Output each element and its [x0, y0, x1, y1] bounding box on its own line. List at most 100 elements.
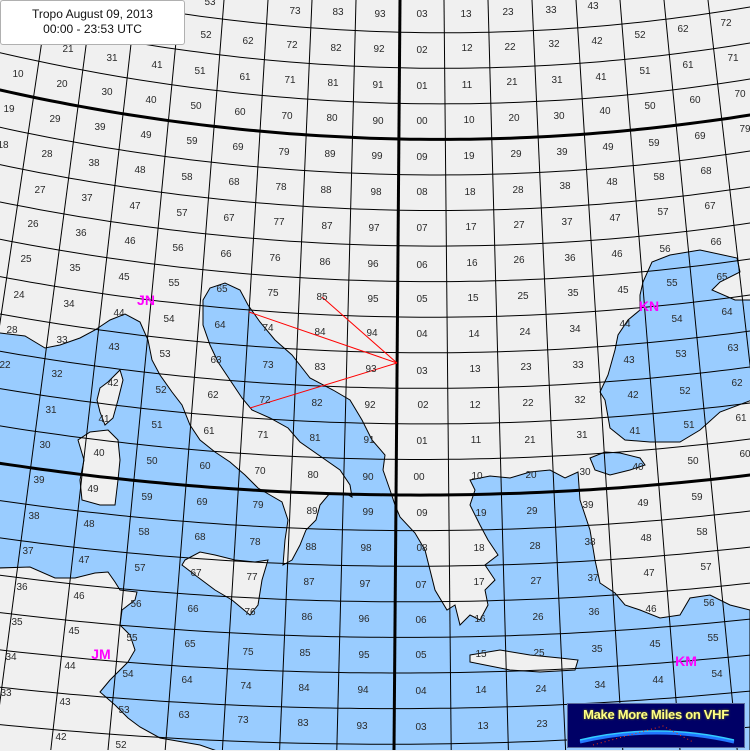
grid-square-label: 60 — [199, 461, 211, 472]
grid-square-label: 31 — [106, 53, 118, 64]
grid-square-label: 16 — [466, 258, 478, 269]
grid-square-label: 10 — [463, 115, 475, 126]
sardinia — [77, 429, 121, 506]
grid-square-label: 13 — [469, 364, 481, 375]
grid-square-label: 57 — [176, 208, 188, 219]
grid-square-label: 34 — [63, 299, 75, 310]
tropo-path-line — [321, 296, 398, 364]
grid-line-longitude — [221, 0, 269, 750]
grid-square-label: 47 — [78, 555, 90, 566]
grid-square-label: 16 — [474, 614, 486, 625]
grid-square-label: 36 — [588, 607, 600, 618]
grid-square-label: 37 — [561, 217, 573, 228]
grid-square-label: 93 — [365, 364, 377, 375]
grid-line-latitude — [0, 612, 750, 638]
grid-square-label: 74 — [240, 681, 252, 692]
grid-square-label: 32 — [548, 39, 560, 50]
grid-square-label: 53 — [159, 349, 171, 360]
grid-square-label: 70 — [281, 111, 293, 122]
grid-square-label: 28 — [41, 149, 53, 160]
grid-square-label: 63 — [210, 355, 222, 366]
grid-square-label: 80 — [307, 470, 319, 481]
grid-square-label: 95 — [367, 294, 379, 305]
grid-line-latitude — [0, 238, 750, 283]
grid-square-label: 39 — [556, 147, 568, 158]
grid-square-label: 52 — [115, 740, 127, 751]
grid-square-label: 62 — [242, 36, 254, 47]
grid-square-label: 73 — [262, 360, 274, 371]
grid-square-label: 48 — [83, 519, 95, 530]
grid-square-label: 87 — [321, 221, 333, 232]
grid-square-label: 49 — [140, 130, 152, 141]
grid-square-label: 99 — [371, 151, 383, 162]
grid-square-label: 55 — [168, 278, 180, 289]
grid-square-label: 84 — [298, 683, 310, 694]
grid-square-label: 58 — [138, 527, 150, 538]
grid-square-label: 07 — [415, 580, 427, 591]
grid-square-label: 14 — [468, 329, 480, 340]
grid-square-label: 00 — [416, 116, 428, 127]
grid-line-latitude — [0, 649, 750, 674]
grid-square-label: 56 — [172, 243, 184, 254]
grid-square-label: 46 — [73, 591, 85, 602]
grid-square-label: 43 — [587, 1, 599, 12]
grid-square-label: 82 — [311, 398, 323, 409]
grid-square-label: 40 — [145, 95, 157, 106]
grid-square-label: 83 — [332, 7, 344, 18]
grid-square-label: 09 — [416, 152, 428, 163]
grid-square-label: 38 — [559, 181, 571, 192]
map-time-range: 00:00 - 23:53 UTC — [43, 22, 142, 36]
grid-square-label: 23 — [502, 7, 514, 18]
grid-square-label: 52 — [155, 385, 167, 396]
grid-square-label: 82 — [330, 43, 342, 54]
tropo-path-line — [249, 362, 398, 409]
grid-square-label: 51 — [151, 420, 163, 431]
grid-line-latitude — [0, 574, 750, 603]
grid-square-label: 27 — [513, 220, 525, 231]
grid-square-label: 33 — [56, 335, 68, 346]
grid-square-label: 97 — [359, 579, 371, 590]
grid-square-label: 80 — [326, 113, 338, 124]
grid-square-label: 46 — [124, 236, 136, 247]
grid-square-label: 52 — [634, 30, 646, 41]
grid-square-label: 19 — [3, 104, 15, 115]
grid-square-label: 91 — [372, 80, 384, 91]
grid-line-latitude — [0, 276, 750, 318]
grid-square-label: 34 — [569, 324, 581, 335]
grid-square-label: 22 — [0, 360, 11, 371]
tropo-paths — [248, 296, 398, 409]
grid-square-label: 86 — [319, 257, 331, 268]
grid-square-label: 61 — [239, 72, 251, 83]
grid-square-label: 43 — [623, 355, 635, 366]
grid-square-label: 56 — [130, 599, 142, 610]
grid-square-label: 30 — [39, 440, 51, 451]
grid-line-longitude — [164, 0, 225, 750]
grid-square-label: 86 — [301, 612, 313, 623]
grid-square-label: 40 — [599, 106, 611, 117]
grid-square-label: 15 — [475, 649, 487, 660]
field-boundary-longitude — [392, 0, 402, 750]
grid-square-label: 93 — [374, 9, 386, 20]
grid-square-label: 77 — [246, 572, 258, 583]
grid-square-label: 67 — [223, 213, 235, 224]
grid-square-label: 50 — [687, 456, 699, 467]
grid-square-label: 41 — [629, 426, 641, 437]
grid-square-label: 38 — [88, 158, 100, 169]
grid-square-label: 25 — [20, 254, 32, 265]
grid-square-label: 74 — [262, 323, 274, 334]
grid-square-label: 19 — [463, 151, 475, 162]
grid-square-label: 57 — [657, 207, 669, 218]
grid-line-latitude — [0, 201, 750, 247]
grid-square-label: 79 — [252, 500, 264, 511]
grid-square-label: 54 — [671, 314, 683, 325]
grid-square-label: 47 — [609, 213, 621, 224]
grid-square-label: 76 — [244, 607, 256, 618]
logo-banner[interactable]: Make More Miles on VHF — [567, 703, 745, 748]
grid-square-label: 71 — [284, 75, 296, 86]
grid-square-label: 19 — [475, 508, 487, 519]
grid-square-label: 62 — [677, 24, 689, 35]
grid-square-label: 59 — [648, 138, 660, 149]
grid-square-label: 42 — [55, 732, 67, 743]
grid-square-label: 62 — [731, 378, 743, 389]
